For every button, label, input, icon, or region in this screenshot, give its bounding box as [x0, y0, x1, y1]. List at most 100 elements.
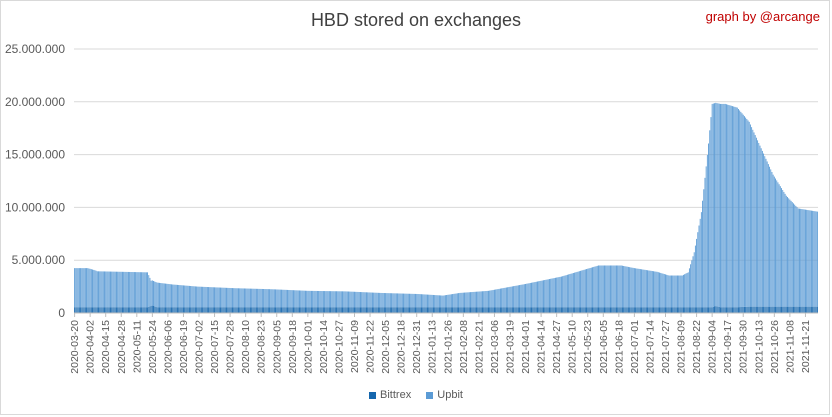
bar-bittrex [761, 306, 763, 313]
bar-bittrex [632, 307, 634, 313]
bar-bittrex [789, 306, 791, 313]
bar-bittrex [521, 307, 523, 313]
bar-upbit [111, 271, 113, 308]
bar-upbit [393, 293, 395, 308]
x-tick-label: 2021-03-06 [489, 320, 501, 374]
bar-upbit [730, 105, 732, 308]
bar-bittrex [160, 307, 162, 313]
bar-bittrex [366, 307, 367, 313]
y-tick-label: 5.000.000 [12, 253, 66, 267]
bar-upbit [181, 285, 183, 308]
bar-bittrex [764, 306, 766, 313]
bar-upbit [98, 271, 99, 308]
bar-upbit [179, 285, 181, 308]
bar-bittrex [285, 307, 287, 313]
bar-upbit [505, 287, 507, 308]
bar-bittrex [478, 307, 480, 313]
bar-bittrex [528, 307, 530, 313]
bar-upbit [578, 271, 580, 308]
bar-upbit [602, 265, 604, 308]
bar-bittrex [302, 307, 304, 313]
bar-upbit [211, 287, 213, 308]
bar-upbit [167, 283, 169, 308]
bar-upbit [112, 271, 114, 308]
bar-upbit [470, 292, 471, 308]
bar-upbit [535, 281, 537, 308]
bar-upbit [601, 265, 603, 308]
bar-bittrex [424, 307, 426, 313]
bar-bittrex [80, 307, 82, 313]
bar-bittrex [154, 306, 156, 313]
bar-bittrex [617, 307, 619, 313]
bar-upbit [496, 289, 498, 308]
bar-upbit [226, 287, 227, 308]
bar-bittrex [123, 307, 125, 313]
bar-bittrex [621, 307, 623, 313]
bar-upbit [570, 273, 572, 308]
bar-upbit [398, 293, 400, 308]
bar-bittrex [180, 307, 182, 313]
bar-bittrex [301, 307, 303, 313]
bar-bittrex [83, 307, 85, 313]
bar-upbit [608, 265, 610, 308]
bar-bittrex [809, 306, 811, 313]
bar-bittrex [102, 307, 104, 313]
x-tick-label: 2020-04-15 [100, 320, 112, 374]
bar-bittrex [484, 307, 486, 313]
bar-bittrex [288, 307, 290, 313]
bar-bittrex [529, 307, 531, 313]
bar-bittrex [211, 307, 213, 313]
bar-upbit [482, 291, 483, 308]
bar-upbit [174, 284, 176, 308]
bar-upbit [583, 269, 585, 308]
bar-upbit [350, 291, 352, 308]
bar-bittrex [270, 307, 272, 313]
bar-upbit [635, 268, 637, 308]
bar-upbit [406, 293, 408, 308]
bar-bittrex [637, 307, 639, 313]
bar-upbit [290, 290, 292, 308]
bar-upbit [358, 291, 360, 308]
bar-bittrex [431, 307, 433, 313]
x-tick-label: 2020-07-02 [194, 320, 206, 374]
bar-upbit [507, 287, 509, 308]
bar-bittrex [666, 307, 668, 313]
bar-bittrex [432, 307, 434, 313]
bar-upbit [537, 281, 538, 308]
bar-upbit [162, 283, 164, 308]
bar-upbit [254, 288, 256, 308]
bar-upbit [171, 284, 172, 308]
bar-upbit [281, 289, 282, 308]
bar-upbit [486, 290, 488, 308]
bar-upbit [588, 268, 590, 308]
bar-upbit [204, 286, 206, 308]
bar-bittrex [814, 306, 816, 313]
bar-upbit [549, 279, 550, 308]
bar-bittrex [449, 307, 451, 313]
bar-upbit [333, 291, 335, 308]
bar-upbit [563, 275, 565, 308]
bar-upbit [193, 286, 195, 308]
bar-upbit [444, 295, 446, 308]
bar-bittrex [324, 307, 326, 313]
bar-bittrex [151, 305, 153, 313]
bar-upbit [492, 289, 494, 308]
bar-bittrex [693, 307, 695, 313]
bar-upbit [815, 211, 817, 307]
bar-upbit [616, 265, 617, 308]
bar-upbit [631, 267, 633, 308]
bar-upbit [708, 143, 709, 308]
bar-bittrex [714, 306, 715, 313]
x-tick-label: 2021-07-14 [644, 320, 656, 374]
bar-bittrex [668, 307, 670, 313]
bar-upbit [403, 293, 404, 308]
bar-bittrex [531, 307, 532, 313]
bar-upbit [269, 289, 271, 308]
bar-bittrex [186, 307, 188, 313]
bar-upbit [763, 153, 765, 307]
bar-bittrex [807, 306, 809, 313]
bar-bittrex [479, 307, 481, 313]
bar-bittrex [417, 307, 419, 313]
bar-bittrex [427, 307, 428, 313]
bar-bittrex [330, 307, 332, 313]
